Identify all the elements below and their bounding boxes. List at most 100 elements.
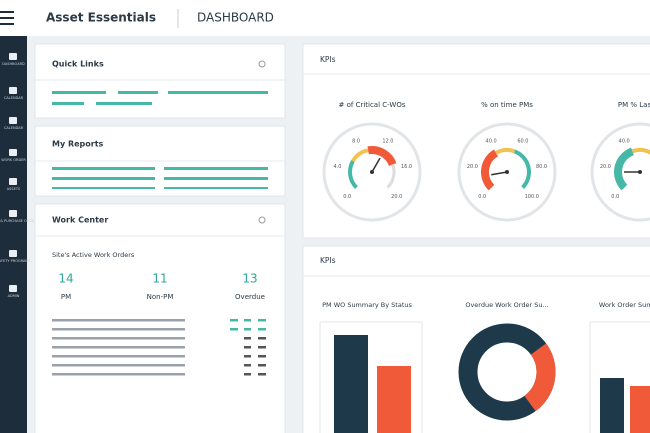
nav-label: CALENDAR (4, 126, 24, 130)
list-badge (258, 328, 266, 331)
reports (52, 167, 268, 189)
count-label: Non-PM (147, 293, 174, 301)
list-badge (230, 328, 238, 331)
gauge-title: PM % Last M (618, 101, 650, 109)
gauge-needle (371, 157, 381, 173)
nav-icon[interactable] (9, 285, 17, 292)
bar-chart (319, 321, 423, 433)
nav-label: WORK ORDER (1, 158, 26, 162)
list-row (52, 337, 185, 340)
list-row (52, 355, 185, 358)
gear-icon[interactable] (258, 216, 266, 224)
gear-icon[interactable] (258, 60, 266, 68)
list-row (52, 346, 185, 349)
gauge-label: 40.0 (619, 138, 630, 144)
gauge-label: 0.0 (478, 194, 486, 200)
list-badge (258, 364, 266, 367)
gauge-needle (491, 171, 508, 176)
gauge-arc (513, 149, 531, 189)
chart-title: PM WO Summary By Status (322, 301, 412, 309)
count-label: Overdue (235, 293, 265, 301)
header (0, 0, 650, 36)
list-badge (244, 328, 251, 331)
panel-title: My Reports (52, 140, 104, 149)
list-row (52, 364, 185, 367)
gauge-arc (481, 149, 499, 191)
list-badge (244, 355, 251, 358)
list-badge (244, 346, 251, 349)
gauge-arc (631, 148, 650, 155)
app-title: Asset Essentials (46, 11, 156, 25)
count-value[interactable]: 11 (152, 272, 167, 286)
nav-icon[interactable] (9, 250, 17, 257)
gauge-label: 100.0 (525, 194, 539, 200)
panel (34, 43, 286, 119)
gauge-arc (351, 148, 369, 163)
chart-title: Work Order Summ... (599, 301, 650, 309)
donut-chart (458, 323, 556, 421)
nav-label: DASHBOARD (2, 62, 25, 66)
nav-icon[interactable] (9, 53, 17, 60)
gauge-label: 12.0 (382, 138, 393, 144)
count-label: PM (61, 293, 71, 301)
bar-chart (589, 321, 650, 433)
list-badge (258, 319, 266, 322)
nav-icon[interactable] (9, 149, 17, 156)
nav-label: SAFETY PROGRAMS (0, 259, 31, 263)
nav-label: ADMIN (8, 294, 20, 298)
gauge-label: 60.0 (517, 138, 528, 144)
nav-label: PARTS & PURCHASE ORDERS (0, 219, 40, 223)
chart-title: Overdue Work Order Su... (465, 301, 548, 309)
nav-icon[interactable] (9, 210, 17, 217)
list-badge (258, 373, 266, 376)
gauge-hub (505, 170, 509, 174)
subtitle: Site's Active Work Orders (52, 251, 135, 259)
count-value[interactable]: 14 (58, 272, 73, 286)
list-badge (244, 319, 251, 322)
gauge-title: # of Critical C-WOs (339, 101, 406, 109)
list-badge (258, 337, 266, 340)
gauge-arc (367, 146, 397, 167)
gauge-title: % on time PMs (481, 101, 533, 109)
list-badge (244, 364, 251, 367)
gauge-label: 0.0 (611, 194, 619, 200)
page-title: DASHBOARD (197, 11, 274, 25)
gauge-label: 0.0 (343, 194, 351, 200)
gauge-label: 16.0 (401, 164, 412, 170)
nav-icon[interactable] (9, 87, 17, 94)
gauge-arc (348, 160, 358, 189)
list-badge (258, 346, 266, 349)
nav-label: CALENDAR (4, 96, 24, 100)
gauge-label: 40.0 (486, 138, 497, 144)
list-badge (244, 373, 251, 376)
gauge-label: 20.0 (600, 164, 611, 170)
gauge-label: 8.0 (352, 138, 360, 144)
nav-icon[interactable] (9, 117, 17, 124)
panel-title: Work Center (52, 216, 108, 225)
gauge-label: 4.0 (333, 164, 341, 170)
menu-button[interactable] (0, 11, 14, 25)
list-badge (244, 337, 251, 340)
gauge-hub (370, 170, 374, 174)
list-row (52, 319, 185, 322)
panel-title: KPIs (320, 55, 336, 64)
gauge-arc (495, 148, 516, 155)
panel-title: KPIs (320, 256, 336, 265)
gauge-hub (638, 170, 642, 174)
gauge-label: 80.0 (536, 164, 547, 170)
gauge-label: 20.0 (467, 164, 478, 170)
count-value[interactable]: 13 (242, 272, 257, 286)
gauge-arc (386, 163, 396, 189)
gauge-label: 20.0 (391, 194, 402, 200)
list-badge (230, 319, 238, 322)
nav-label: ASSETS (7, 187, 21, 191)
panel-title: Quick Links (52, 60, 104, 69)
gauge-arc (614, 147, 635, 191)
list-badge (258, 355, 266, 358)
nav-icon[interactable] (9, 178, 17, 185)
list-row (52, 373, 185, 376)
panel (34, 203, 286, 433)
list-row (52, 328, 185, 331)
links (52, 91, 268, 105)
